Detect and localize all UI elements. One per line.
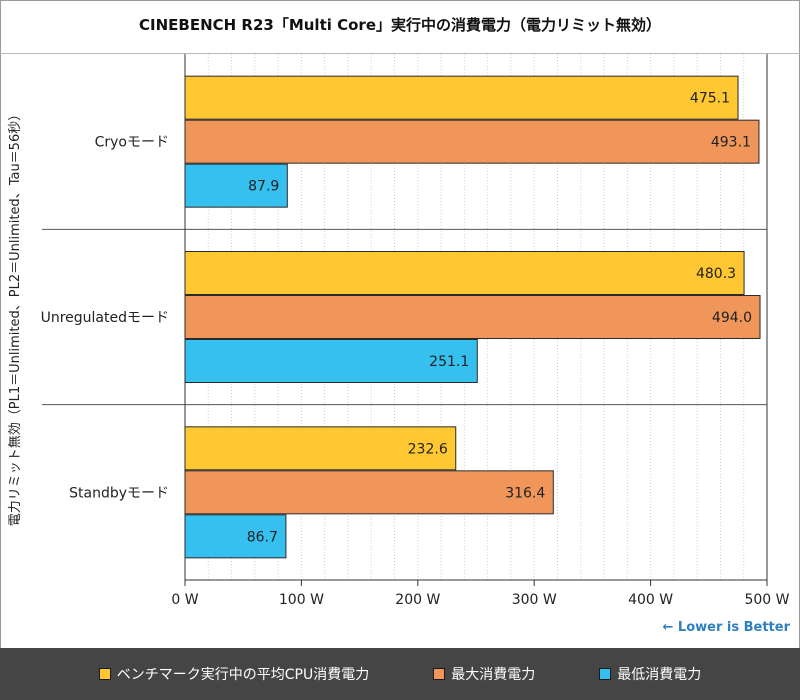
bar-chart: 475.1 493.1 87.9 Cryoモード 480.3 494.0 251.1 Unre… [8, 54, 790, 608]
data-label: 493.1 [711, 135, 751, 151]
data-label: 480.3 [696, 266, 736, 282]
legend-label-average: ベンチマーク実行中の平均CPU消費電力 [116, 667, 370, 683]
legend: ベンチマーク実行中の平均CPU消費電力 最大消費電力 最低消費電力 [0, 648, 800, 700]
title-divider [0, 53, 800, 54]
bar [184, 119, 760, 164]
data-label: 87.9 [248, 179, 279, 195]
data-label: 316.4 [505, 485, 545, 501]
bar [184, 339, 478, 383]
x-tick-label: 200 W [395, 592, 440, 608]
x-tick-label: 100 W [279, 592, 324, 608]
x-tick-label: 400 W [628, 592, 673, 608]
category-label: Cryoモード [95, 135, 169, 151]
bar [184, 470, 554, 515]
bar [184, 426, 457, 471]
legend-swatch-max [433, 668, 446, 680]
y-axis-label: 電力リミット無効（PL1＝Unlimited、PL2＝Unlimited、Tau… [8, 108, 23, 526]
legend-label-max: 最大消費電力 [451, 667, 536, 683]
legend-swatch-average [98, 668, 111, 680]
legend-item-average: ベンチマーク実行中の平均CPU消費電力 [98, 664, 370, 684]
legend-label-min: 最低消費電力 [617, 667, 702, 683]
category-label: Standbyモード [69, 485, 169, 501]
bar [184, 514, 287, 559]
legend-item-max: 最大消費電力 [433, 664, 535, 684]
bar [184, 163, 288, 208]
x-tick-label: 300 W [512, 592, 557, 608]
legend-swatch-min [599, 668, 612, 680]
chart-title: CINEBENCH R23「Multi Core」実行中の消費電力（電力リミット… [139, 16, 661, 34]
bar [184, 295, 761, 339]
category-label: Unregulatedモード [41, 310, 169, 326]
data-label: 86.7 [247, 529, 278, 545]
lower-is-better-note: ← Lower is Better [662, 620, 791, 635]
data-label: 494.0 [712, 310, 752, 326]
bar [184, 251, 745, 295]
legend-item-min: 最低消費電力 [599, 664, 701, 684]
data-label: 232.6 [408, 441, 448, 457]
x-tick-label: 500 W [744, 592, 789, 608]
x-tick-label: 0 W [171, 592, 198, 608]
data-label: 251.1 [429, 354, 469, 370]
data-label: 475.1 [690, 91, 730, 107]
bar [184, 75, 739, 120]
